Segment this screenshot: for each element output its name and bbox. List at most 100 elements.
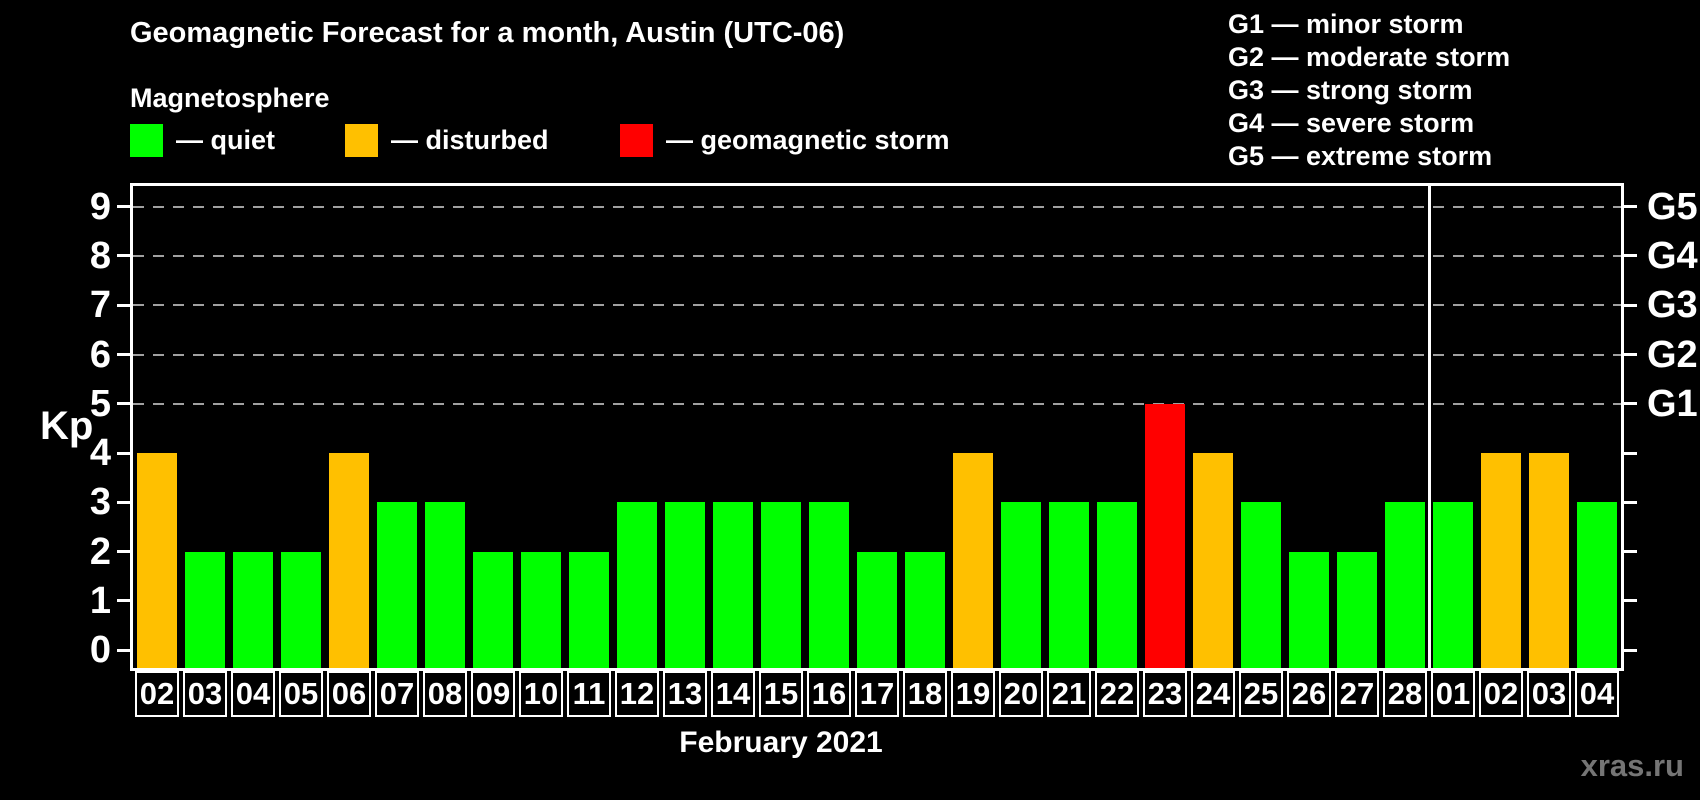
legend-label-quiet: — quiet — [176, 125, 275, 155]
right-axis-tick — [1624, 205, 1637, 209]
gridline-kp7 — [133, 304, 1621, 307]
gridline-kp8 — [133, 254, 1621, 257]
storm-scale-g2: G2 — moderate storm — [1228, 42, 1511, 72]
kp-bar — [1529, 453, 1569, 668]
kp-bar — [1337, 551, 1377, 668]
kp-bar — [1049, 502, 1089, 668]
y-axis-tick — [117, 451, 130, 455]
day-label-cell: 04 — [1575, 671, 1619, 717]
right-axis-tick — [1624, 254, 1637, 258]
storm-scale-legend: G1 — minor storm G2 — moderate storm G3 … — [1228, 8, 1510, 173]
y-axis-tick-label: 0 — [89, 629, 111, 672]
gridline-kp5 — [133, 402, 1621, 405]
watermark: xras.ru — [1580, 748, 1684, 783]
storm-scale-g1: G1 — minor storm — [1228, 9, 1464, 39]
chart-subtitle: Magnetosphere — [130, 83, 330, 113]
y-axis-tick — [117, 205, 130, 209]
day-label-cell: 18 — [903, 671, 947, 717]
day-label-cell: 22 — [1095, 671, 1139, 717]
day-label-cell: 14 — [711, 671, 755, 717]
day-label-cell: 11 — [567, 671, 611, 717]
kp-bar — [1193, 453, 1233, 668]
right-axis-tick — [1624, 402, 1637, 406]
kp-bar — [1001, 502, 1041, 668]
day-label-cell: 28 — [1383, 671, 1427, 717]
storm-scale-g4: G4 — severe storm — [1228, 108, 1475, 138]
day-label-cell: 03 — [1527, 671, 1571, 717]
kp-bar — [1481, 453, 1521, 668]
day-label-cell: 03 — [183, 671, 227, 717]
day-label-cell: 20 — [999, 671, 1043, 717]
y-axis-tick — [117, 353, 130, 357]
right-axis-tick — [1624, 648, 1637, 652]
kp-bar — [281, 551, 321, 668]
legend-label-storm: — geomagnetic storm — [666, 125, 950, 155]
kp-bar — [953, 453, 993, 668]
kp-bar — [329, 453, 369, 668]
day-label-cell: 19 — [951, 671, 995, 717]
legend-item-quiet: — quiet — [130, 124, 275, 157]
kp-bar — [233, 551, 273, 668]
kp-bar — [1577, 502, 1617, 668]
day-label-cell: 08 — [423, 671, 467, 717]
right-axis-label-g2: G2 — [1647, 333, 1698, 376]
y-axis-tick-label: 3 — [89, 481, 111, 524]
x-axis-day-row: 02 03 04 05 06 07 08 09 10 11 12 13 14 15 16 17 18 19 20 21… — [133, 671, 1621, 717]
kp-bar — [569, 551, 609, 668]
day-label-cell: 06 — [327, 671, 371, 717]
y-axis-tick-label: 9 — [89, 185, 111, 228]
month-divider-line — [1427, 186, 1431, 668]
day-label-cell: 02 — [1479, 671, 1523, 717]
y-axis-tick-label: 4 — [89, 432, 111, 475]
day-label-cell: 13 — [663, 671, 707, 717]
legend-item-storm: — geomagnetic storm — [620, 124, 950, 157]
quiet-swatch-icon — [130, 124, 163, 157]
day-label-cell: 04 — [231, 671, 275, 717]
y-axis-tick-label: 5 — [89, 382, 111, 425]
day-label-cell: 17 — [855, 671, 899, 717]
storm-scale-g3: G3 — strong storm — [1228, 75, 1473, 105]
gridline-kp9 — [133, 205, 1621, 208]
day-label-cell: 07 — [375, 671, 419, 717]
kp-bar — [665, 502, 705, 668]
kp-bar — [761, 502, 801, 668]
legend-item-disturbed: — disturbed — [345, 124, 549, 157]
kp-bar — [377, 502, 417, 668]
day-label-cell: 21 — [1047, 671, 1091, 717]
storm-swatch-icon — [620, 124, 653, 157]
right-axis-tick — [1624, 550, 1637, 554]
day-label-cell: 12 — [615, 671, 659, 717]
kp-bar — [1385, 502, 1425, 668]
y-axis-tick-label: 6 — [89, 333, 111, 376]
y-axis-tick-label: 7 — [89, 284, 111, 327]
right-axis-label-g1: G1 — [1647, 382, 1698, 425]
day-label-cell: 05 — [279, 671, 323, 717]
kp-bar — [905, 551, 945, 668]
kp-bar — [521, 551, 561, 668]
day-label-cell: 02 — [135, 671, 179, 717]
kp-bar — [713, 502, 753, 668]
day-label-cell: 25 — [1239, 671, 1283, 717]
y-axis-tick — [117, 254, 130, 258]
kp-bar — [185, 551, 225, 668]
y-axis-tick — [117, 550, 130, 554]
right-axis-tick — [1624, 451, 1637, 455]
right-axis-tick — [1624, 353, 1637, 357]
day-label-cell: 10 — [519, 671, 563, 717]
storm-scale-g5: G5 — extreme storm — [1228, 141, 1493, 171]
day-label-cell: 23 — [1143, 671, 1187, 717]
y-axis-tick — [117, 648, 130, 652]
day-label-cell: 26 — [1287, 671, 1331, 717]
right-axis-tick — [1624, 303, 1637, 307]
kp-bar — [137, 453, 177, 668]
kp-bar — [473, 551, 513, 668]
y-axis-tick — [117, 402, 130, 406]
day-label-cell: 16 — [807, 671, 851, 717]
legend-label-disturbed: — disturbed — [391, 125, 549, 155]
disturbed-swatch-icon — [345, 124, 378, 157]
y-axis-label: Kp — [40, 404, 94, 448]
page-title: Geomagnetic Forecast for a month, Austin… — [130, 17, 845, 49]
y-axis-tick — [117, 599, 130, 603]
right-axis-label-g5: G5 — [1647, 185, 1698, 228]
